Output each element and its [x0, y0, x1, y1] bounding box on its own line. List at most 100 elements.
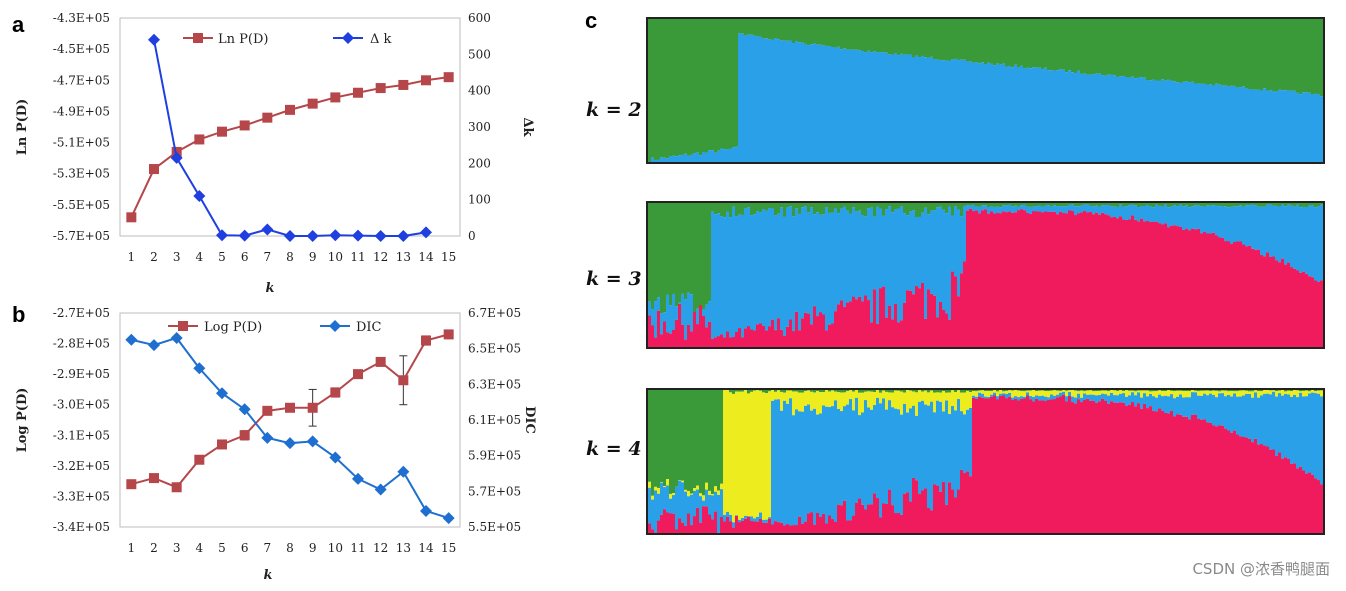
membership-segment-green: [837, 203, 840, 213]
chart-b-xtick-label: 14: [418, 541, 434, 555]
membership-segment-sky: [1176, 397, 1179, 415]
membership-segment-green: [747, 390, 750, 393]
membership-segment-sky: [855, 212, 858, 300]
membership-segment-sky: [1101, 75, 1104, 162]
membership-segment-green: [1299, 390, 1302, 391]
membership-segment-pink: [1284, 265, 1287, 347]
chart-b-xtick-label: 3: [173, 541, 181, 555]
membership-segment-green: [1059, 19, 1062, 69]
membership-segment-sky: [1203, 84, 1206, 162]
membership-segment-pink: [750, 330, 753, 347]
membership-segment-yellow: [1278, 391, 1281, 394]
chart-a-series-2-point: [307, 230, 319, 242]
membership-segment-sky: [1182, 206, 1185, 230]
membership-segment-green: [753, 19, 756, 36]
membership-segment-sky: [810, 207, 813, 324]
membership-segment-green: [1308, 19, 1311, 93]
membership-segment-green: [684, 19, 687, 154]
membership-segment-sky: [1035, 395, 1038, 399]
membership-segment-sky: [1233, 86, 1236, 162]
membership-segment-sky: [825, 407, 828, 524]
membership-segment-yellow: [1200, 391, 1203, 396]
membership-segment-green: [1080, 19, 1083, 74]
membership-segment-pink: [975, 211, 978, 347]
membership-segment-sky: [1044, 397, 1047, 401]
membership-segment-sky: [765, 520, 768, 523]
membership-segment-yellow: [1149, 391, 1152, 394]
membership-segment-green: [1101, 390, 1104, 391]
membership-segment-sky: [939, 60, 942, 162]
membership-segment-yellow: [1038, 391, 1041, 396]
membership-segment-green: [969, 19, 972, 61]
membership-segment-sky: [681, 482, 684, 522]
membership-segment-green: [774, 390, 777, 392]
membership-segment-sky: [1242, 86, 1245, 162]
membership-segment-green: [1266, 203, 1269, 205]
membership-segment-pink: [735, 332, 738, 347]
chart-a-series-2-point: [375, 230, 387, 242]
membership-segment-pink: [1191, 229, 1194, 347]
membership-segment-pink: [1314, 478, 1317, 533]
membership-segment-sky: [966, 205, 969, 211]
membership-segment-sky: [753, 518, 756, 521]
membership-segment-green: [876, 203, 879, 207]
membership-segment-sky: [1236, 397, 1239, 435]
membership-segment-sky: [954, 206, 957, 276]
membership-segment-pink: [993, 396, 996, 533]
membership-segment-green: [1077, 390, 1080, 391]
membership-segment-pink: [1029, 399, 1032, 533]
membership-segment-green: [927, 19, 930, 58]
chart-b-yticks-right: 6.7E+056.5E+056.3E+056.1E+055.9E+055.7E+…: [468, 306, 521, 534]
membership-segment-pink: [1152, 411, 1155, 533]
membership-segment-yellow: [720, 484, 723, 489]
membership-segment-sky: [936, 207, 939, 317]
membership-segment-sky: [1020, 205, 1023, 209]
membership-segment-sky: [1065, 206, 1068, 213]
membership-segment-yellow: [1236, 391, 1239, 396]
membership-segment-sky: [777, 214, 780, 319]
membership-segment-sky: [816, 212, 819, 316]
membership-segment-green: [684, 390, 687, 490]
membership-segment-green: [837, 19, 840, 47]
membership-segment-sky: [897, 55, 900, 162]
membership-segment-pink: [1272, 449, 1275, 533]
membership-segment-pink: [942, 482, 945, 533]
membership-segment-green: [1023, 203, 1026, 205]
membership-segment-sky: [672, 294, 675, 330]
membership-segment-green: [1290, 19, 1293, 91]
membership-segment-sky: [1104, 394, 1107, 400]
membership-segment-sky: [1179, 394, 1182, 414]
membership-segment-pink: [1305, 274, 1308, 347]
membership-segment-yellow: [771, 390, 774, 401]
membership-segment-pink: [888, 490, 891, 533]
membership-segment-green: [834, 390, 837, 392]
membership-segment-green: [1077, 19, 1080, 71]
membership-segment-sky: [1032, 67, 1035, 162]
membership-segment-green: [1176, 390, 1179, 391]
membership-segment-pink: [1125, 220, 1128, 347]
membership-segment-sky: [819, 414, 822, 517]
membership-segment-green: [1008, 19, 1011, 66]
membership-segment-pink: [786, 524, 789, 533]
membership-segment-green: [1212, 203, 1215, 205]
membership-segment-green: [1137, 203, 1140, 207]
membership-segment-pink: [939, 492, 942, 533]
membership-segment-pink: [999, 213, 1002, 347]
chart-a-ytick-left-label: -4.9E+05: [53, 104, 110, 118]
membership-segment-pink: [1221, 426, 1224, 533]
membership-segment-pink: [648, 316, 651, 347]
chart-b-ytick-left-label: -2.8E+05: [53, 337, 110, 351]
membership-segment-green: [798, 390, 801, 393]
membership-segment-green: [1143, 390, 1146, 391]
membership-segment-green: [936, 390, 939, 392]
membership-segment-sky: [900, 206, 903, 320]
membership-segment-pink: [894, 513, 897, 533]
membership-segment-sky: [1251, 90, 1254, 162]
membership-segment-sky: [741, 34, 744, 162]
chart-a-series-1-point: [149, 164, 159, 174]
membership-segment-pink: [1125, 406, 1128, 533]
membership-segment-pink: [921, 490, 924, 533]
membership-segment-yellow: [1143, 391, 1146, 394]
membership-segment-green: [1248, 19, 1251, 89]
membership-segment-sky: [1227, 395, 1230, 431]
